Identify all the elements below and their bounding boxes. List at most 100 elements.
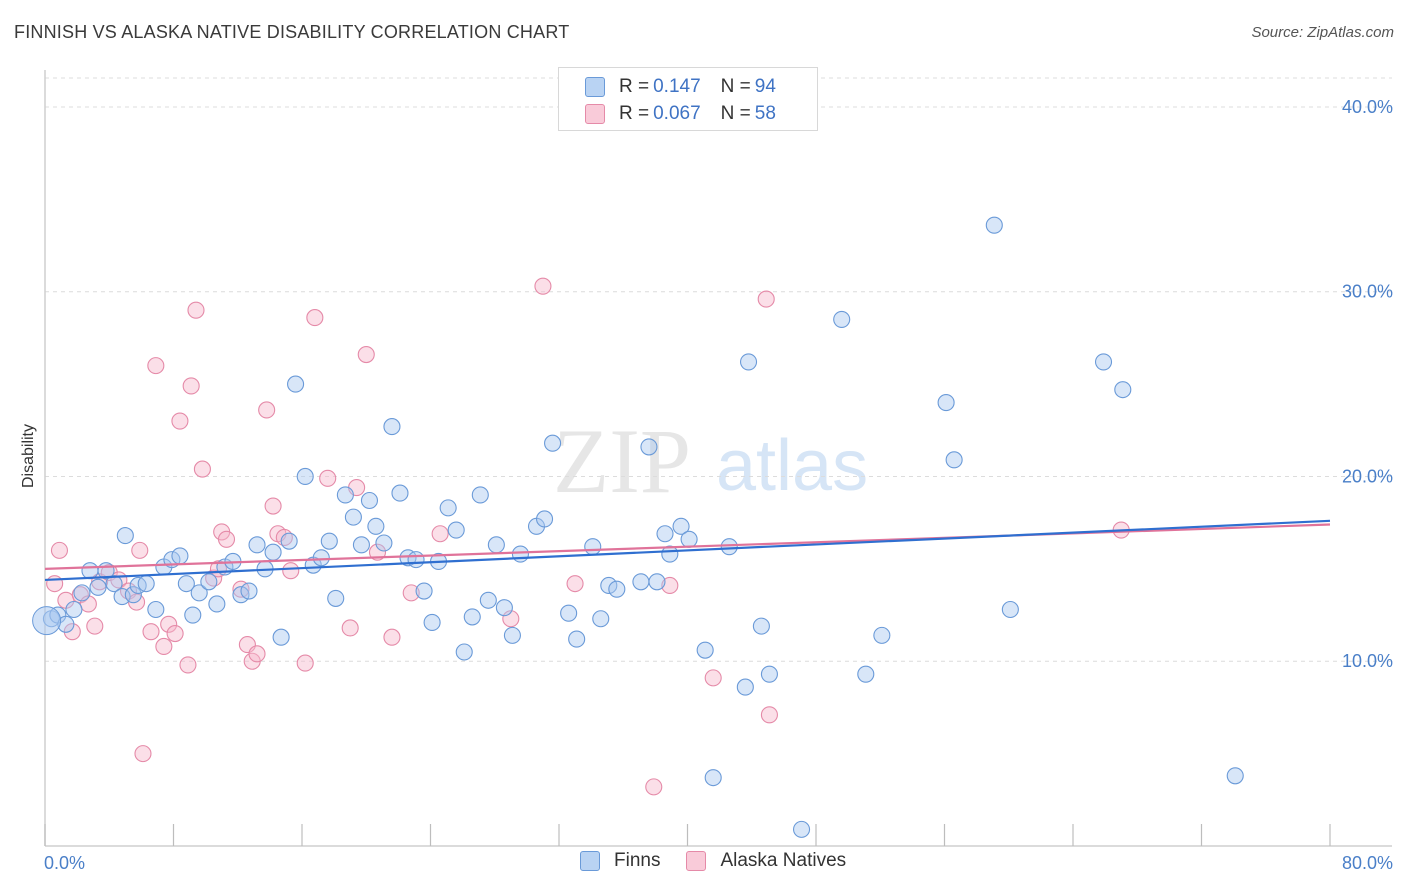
- data-point: [648, 573, 666, 591]
- data-point: [402, 584, 420, 602]
- finns-legend-swatch: [580, 851, 600, 871]
- data-point: [193, 460, 211, 478]
- y-tick-label: 40.0%: [1342, 97, 1393, 117]
- series-legend: Finns Alaska Natives: [580, 850, 872, 872]
- data-point: [487, 536, 505, 554]
- data-point: [736, 678, 754, 696]
- data-point: [320, 532, 338, 550]
- data-point: [1001, 600, 1019, 619]
- data-point: [282, 562, 300, 580]
- finns-swatch: [585, 77, 605, 97]
- data-point: [1114, 381, 1132, 399]
- data-point: [431, 525, 449, 543]
- data-point: [632, 573, 650, 591]
- data-point: [447, 521, 465, 539]
- legend-row-finns: R = 0.147 N = 94: [585, 74, 776, 100]
- data-point: [985, 216, 1003, 234]
- data-point: [73, 584, 91, 602]
- data-point: [155, 637, 173, 656]
- data-point: [137, 575, 155, 593]
- data-point: [341, 619, 359, 637]
- data-point: [760, 706, 778, 724]
- data-point: [544, 434, 562, 452]
- data-point: [171, 547, 189, 565]
- data-point: [280, 532, 298, 550]
- data-point: [584, 538, 602, 556]
- natives-legend-swatch: [686, 851, 707, 871]
- data-point: [415, 582, 433, 600]
- data-point: [217, 530, 236, 548]
- data-point: [166, 624, 184, 643]
- axes: [44, 70, 1392, 847]
- data-point: [535, 510, 554, 528]
- data-point: [287, 375, 305, 393]
- data-point: [752, 617, 770, 635]
- legend-item-finns[interactable]: Finns: [580, 850, 660, 872]
- data-point: [182, 377, 200, 395]
- data-point: [142, 623, 160, 641]
- data-point: [696, 641, 714, 659]
- data-point: [296, 654, 314, 672]
- data-point: [264, 497, 282, 515]
- legend-r-label: R =: [619, 103, 650, 124]
- y-tick-label: 30.0%: [1342, 282, 1393, 302]
- data-point: [184, 606, 202, 624]
- data-point: [124, 586, 142, 604]
- data-point: [534, 277, 552, 295]
- data-point: [455, 643, 473, 661]
- data-point: [857, 665, 875, 683]
- data-point: [608, 580, 626, 598]
- finns-points: [32, 216, 1244, 838]
- data-point: [336, 486, 354, 504]
- data-point: [367, 517, 385, 535]
- data-point: [357, 345, 375, 364]
- data-point: [760, 665, 778, 683]
- legend-row-natives: R = 0.067 N = 58: [585, 101, 776, 127]
- data-point: [566, 575, 584, 593]
- natives-swatch: [585, 104, 605, 124]
- legend-r-label: R =: [619, 76, 650, 97]
- data-point: [81, 562, 99, 580]
- data-point: [360, 491, 379, 510]
- data-point-cluster: [32, 606, 62, 636]
- data-point: [873, 626, 891, 644]
- y-axis-label: Disability: [20, 424, 37, 488]
- data-point: [105, 575, 123, 593]
- data-point: [1094, 353, 1113, 371]
- data-point: [296, 467, 314, 486]
- source-credit: Source: ZipAtlas.com: [1251, 24, 1394, 41]
- data-point: [680, 530, 698, 548]
- data-point: [423, 613, 441, 631]
- data-point: [187, 301, 205, 319]
- data-point: [645, 778, 663, 796]
- alaska-natives-points: [46, 277, 1130, 796]
- data-point: [147, 357, 165, 375]
- data-point: [720, 538, 738, 556]
- legend-label-natives: Alaska Natives: [720, 850, 847, 871]
- data-point: [134, 745, 152, 763]
- data-point: [937, 394, 955, 412]
- data-point: [704, 669, 722, 687]
- data-point: [495, 599, 513, 617]
- data-point: [407, 551, 425, 569]
- data-point: [656, 525, 674, 543]
- legend-n-value-finns: 94: [754, 76, 776, 97]
- trend-line-alaska-natives: [44, 523, 1331, 570]
- legend-n-value-natives: 58: [754, 103, 776, 124]
- data-point: [833, 310, 851, 328]
- data-point: [306, 309, 324, 327]
- data-point: [171, 412, 189, 430]
- data-point: [232, 586, 250, 604]
- data-point: [65, 600, 83, 619]
- chart-title: FINNISH VS ALASKA NATIVE DISABILITY CORR…: [14, 22, 570, 42]
- data-point: [46, 575, 64, 593]
- data-point: [177, 575, 195, 593]
- data-point: [147, 600, 165, 619]
- legend-n-label: N =: [720, 103, 751, 124]
- data-point: [704, 769, 722, 787]
- data-point: [792, 820, 811, 838]
- legend-item-natives[interactable]: Alaska Natives: [686, 850, 846, 872]
- data-point: [600, 576, 618, 595]
- y-tick-label: 20.0%: [1342, 466, 1393, 486]
